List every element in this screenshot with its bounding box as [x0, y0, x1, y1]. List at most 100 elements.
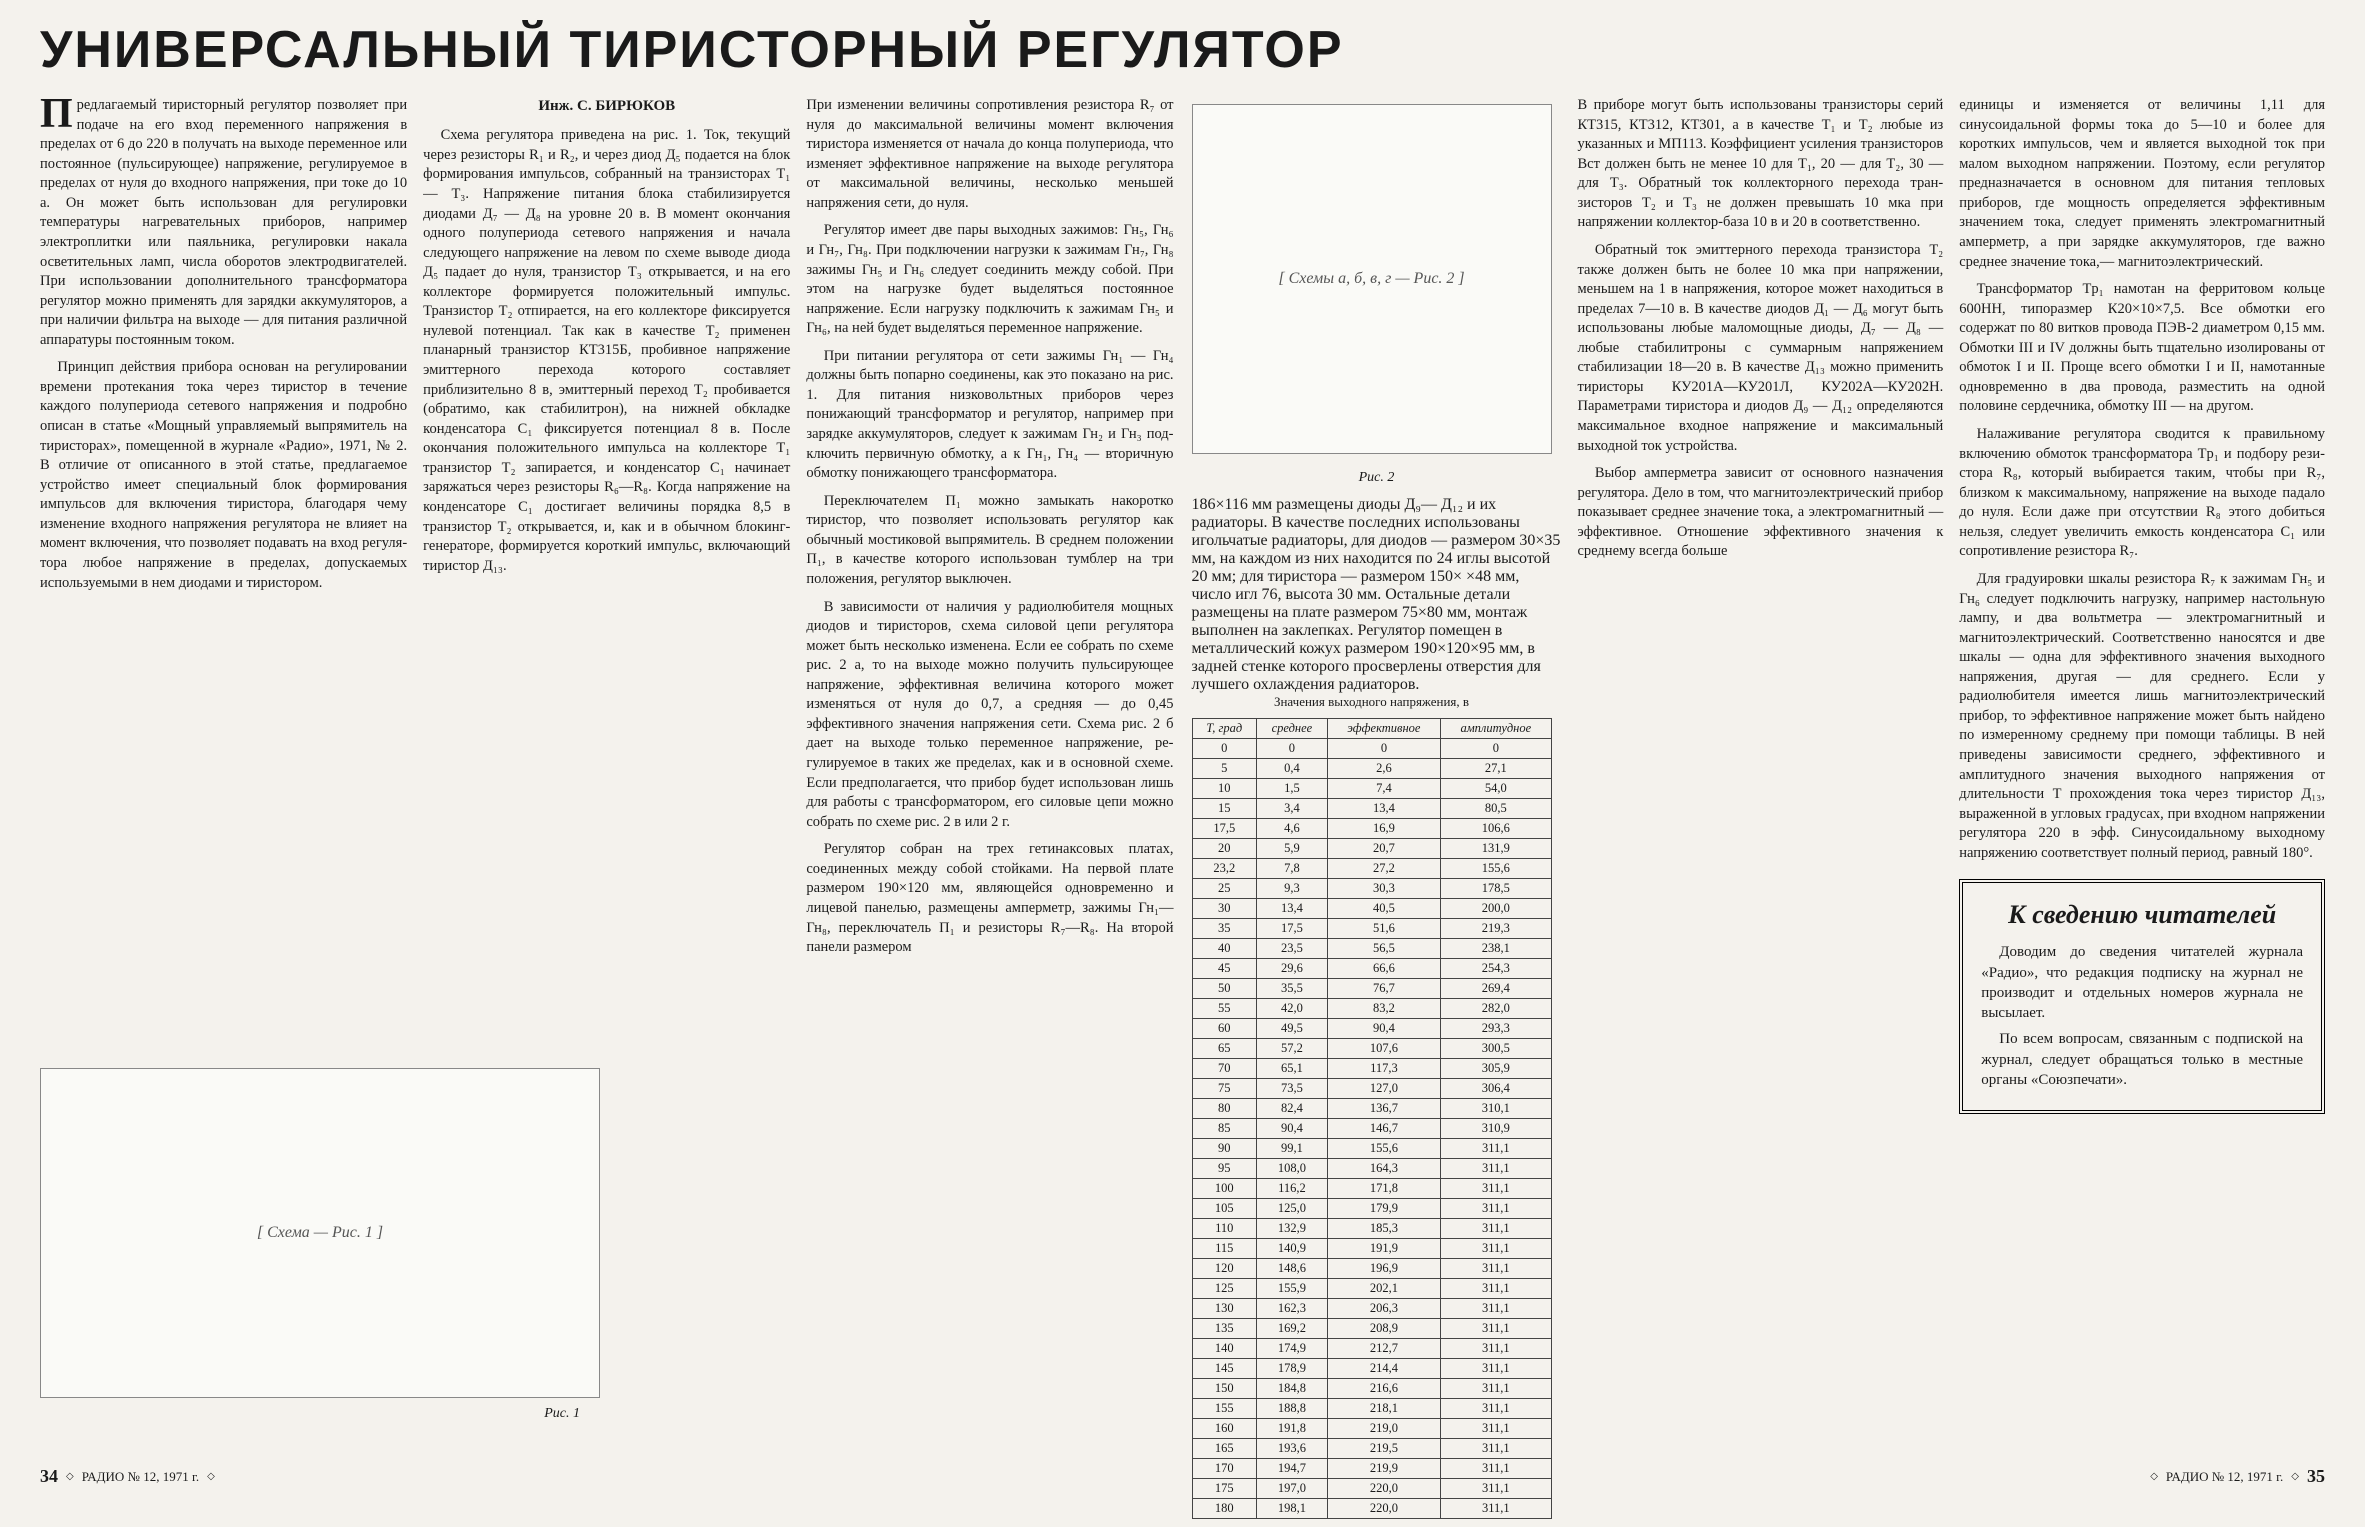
table-cell: 13,4 — [1327, 799, 1440, 819]
table-cell: 220,0 — [1327, 1499, 1440, 1519]
table-row: 145178,9214,4311,1 — [1192, 1359, 1551, 1379]
table-row: 130162,3206,3311,1 — [1192, 1299, 1551, 1319]
table-cell: 178,5 — [1441, 879, 1551, 899]
journal-ref: РАДИО № 12, 1971 г. — [82, 1469, 199, 1485]
table-row: 120148,6196,9311,1 — [1192, 1259, 1551, 1279]
table-cell: 311,1 — [1441, 1439, 1551, 1459]
table-cell: 282,0 — [1441, 999, 1551, 1019]
paragraph: Выбор амперметра зависит от ос­новного н… — [1578, 464, 1944, 562]
table-cell: 219,3 — [1441, 919, 1551, 939]
table-cell: 13,4 — [1257, 899, 1328, 919]
table-cell: 206,3 — [1327, 1299, 1440, 1319]
table-cell: 70 — [1192, 1059, 1257, 1079]
table-cell: 311,1 — [1441, 1239, 1551, 1259]
table-cell: 238,1 — [1441, 939, 1551, 959]
table-cell: 216,6 — [1327, 1379, 1440, 1399]
ornament-icon: ◇ — [2150, 1471, 2158, 1482]
table-cell: 311,1 — [1441, 1299, 1551, 1319]
table-cell: 116,2 — [1257, 1179, 1328, 1199]
table-cell: 160 — [1192, 1419, 1257, 1439]
table-cell: 15 — [1192, 799, 1257, 819]
table-cell: 117,3 — [1327, 1059, 1440, 1079]
paragraph: Регулятор собран на трех гети­наксовых п… — [806, 840, 1173, 957]
table-row: 0000 — [1192, 739, 1551, 759]
table-cell: 198,1 — [1257, 1499, 1328, 1519]
table-cell: 108,0 — [1257, 1159, 1328, 1179]
table-cell: 212,7 — [1327, 1339, 1440, 1359]
table-row: 101,57,454,0 — [1192, 779, 1551, 799]
table-row: 165193,6219,5311,1 — [1192, 1439, 1551, 1459]
table-cell: 311,1 — [1441, 1419, 1551, 1439]
table-cell: 218,1 — [1327, 1399, 1440, 1419]
table-cell: 174,9 — [1257, 1339, 1328, 1359]
table-cell: 45 — [1192, 959, 1257, 979]
column-5: В приборе могут быть использо­ваны транз… — [1578, 96, 1944, 1527]
table-cell: 55 — [1192, 999, 1257, 1019]
table-cell: 85 — [1192, 1119, 1257, 1139]
page-number: 35 — [2307, 1466, 2325, 1487]
table-cell: 130 — [1192, 1299, 1257, 1319]
figure-1-block: [ Схема — Рис. 1 ] Рис. 1 — [40, 1060, 600, 1422]
table-cell: 219,0 — [1327, 1419, 1440, 1439]
table-cell: 5,9 — [1257, 839, 1328, 859]
table-cell: 254,3 — [1441, 959, 1551, 979]
paragraph: Обратный ток эмиттерного пере­хода транз… — [1578, 241, 1944, 456]
table-cell: 50 — [1192, 979, 1257, 999]
table-cell: 188,8 — [1257, 1399, 1328, 1419]
paragraph: 186×116 мм размещены диоды Д₉— Д₁₂ и их … — [1192, 496, 1562, 694]
table-row: 6049,590,4293,3 — [1192, 1019, 1551, 1039]
table-row: 9099,1155,6311,1 — [1192, 1139, 1551, 1159]
table-cell: 169,2 — [1257, 1319, 1328, 1339]
table-cell: 178,9 — [1257, 1359, 1328, 1379]
table-cell: 35 — [1192, 919, 1257, 939]
paragraph: Предлагаемый тиристорный регу­лятор позв… — [40, 96, 407, 350]
table-cell: 175 — [1192, 1479, 1257, 1499]
article-title: УНИВЕРСАЛЬНЫЙ ТИРИСТОРНЫЙ РЕГУЛЯТОР — [40, 20, 2325, 80]
table-cell: 148,6 — [1257, 1259, 1328, 1279]
table-cell: 83,2 — [1327, 999, 1440, 1019]
table-cell: 80 — [1192, 1099, 1257, 1119]
journal-ref: РАДИО № 12, 1971 г. — [2166, 1469, 2283, 1485]
table-row: 115140,9191,9311,1 — [1192, 1239, 1551, 1259]
author-byline: Инж. С. БИРЮКОВ — [423, 96, 790, 116]
table-cell: 0 — [1257, 739, 1328, 759]
table-cell: 105 — [1192, 1199, 1257, 1219]
table-row: 100116,2171,8311,1 — [1192, 1179, 1551, 1199]
table-cell: 293,3 — [1441, 1019, 1551, 1039]
figure-placeholder: [ Схема — Рис. 1 ] — [257, 1224, 383, 1242]
footer-right: ◇ РАДИО № 12, 1971 г. ◇ 35 — [2150, 1466, 2325, 1487]
table-header: эффективное — [1327, 719, 1440, 739]
table-cell: 7,8 — [1257, 859, 1328, 879]
table-cell: 311,1 — [1441, 1379, 1551, 1399]
figure-2: [ Схемы а, б, в, г — Рис. 2 ] — [1192, 104, 1552, 454]
table-cell: 20 — [1192, 839, 1257, 859]
paragraph: единицы и изменяется от величины 1,11 дл… — [1959, 96, 2325, 272]
paragraph: В приборе могут быть использо­ваны транз… — [1578, 96, 1944, 233]
table-cell: 171,8 — [1327, 1179, 1440, 1199]
table-cell: 220,0 — [1327, 1479, 1440, 1499]
table-cell: 60 — [1192, 1019, 1257, 1039]
table-row: 153,413,480,5 — [1192, 799, 1551, 819]
ornament-icon: ◇ — [66, 1471, 74, 1482]
table-cell: 191,9 — [1327, 1239, 1440, 1259]
voltage-table: T, град среднее эффективное амплитудное … — [1192, 718, 1552, 1519]
table-cell: 42,0 — [1257, 999, 1328, 1019]
table-cell: 51,6 — [1327, 919, 1440, 939]
table-cell: 75 — [1192, 1079, 1257, 1099]
table-cell: 73,5 — [1257, 1079, 1328, 1099]
paragraph: Схема регулятора приведена на рис. 1. То… — [423, 126, 790, 576]
column-3: При изменении величины сопро­тивления ре… — [806, 96, 1173, 1527]
table-cell: 17,5 — [1257, 919, 1328, 939]
table-cell: 311,1 — [1441, 1339, 1551, 1359]
table-cell: 65,1 — [1257, 1059, 1328, 1079]
ornament-icon: ◇ — [207, 1471, 215, 1482]
table-row: 3517,551,6219,3 — [1192, 919, 1551, 939]
table-cell: 311,1 — [1441, 1159, 1551, 1179]
table-cell: 146,7 — [1327, 1119, 1440, 1139]
table-row: 180198,1220,0311,1 — [1192, 1499, 1551, 1519]
table-row: 105125,0179,9311,1 — [1192, 1199, 1551, 1219]
table-cell: 311,1 — [1441, 1259, 1551, 1279]
table-cell: 191,8 — [1257, 1419, 1328, 1439]
table-cell: 9,3 — [1257, 879, 1328, 899]
table-cell: 99,1 — [1257, 1139, 1328, 1159]
